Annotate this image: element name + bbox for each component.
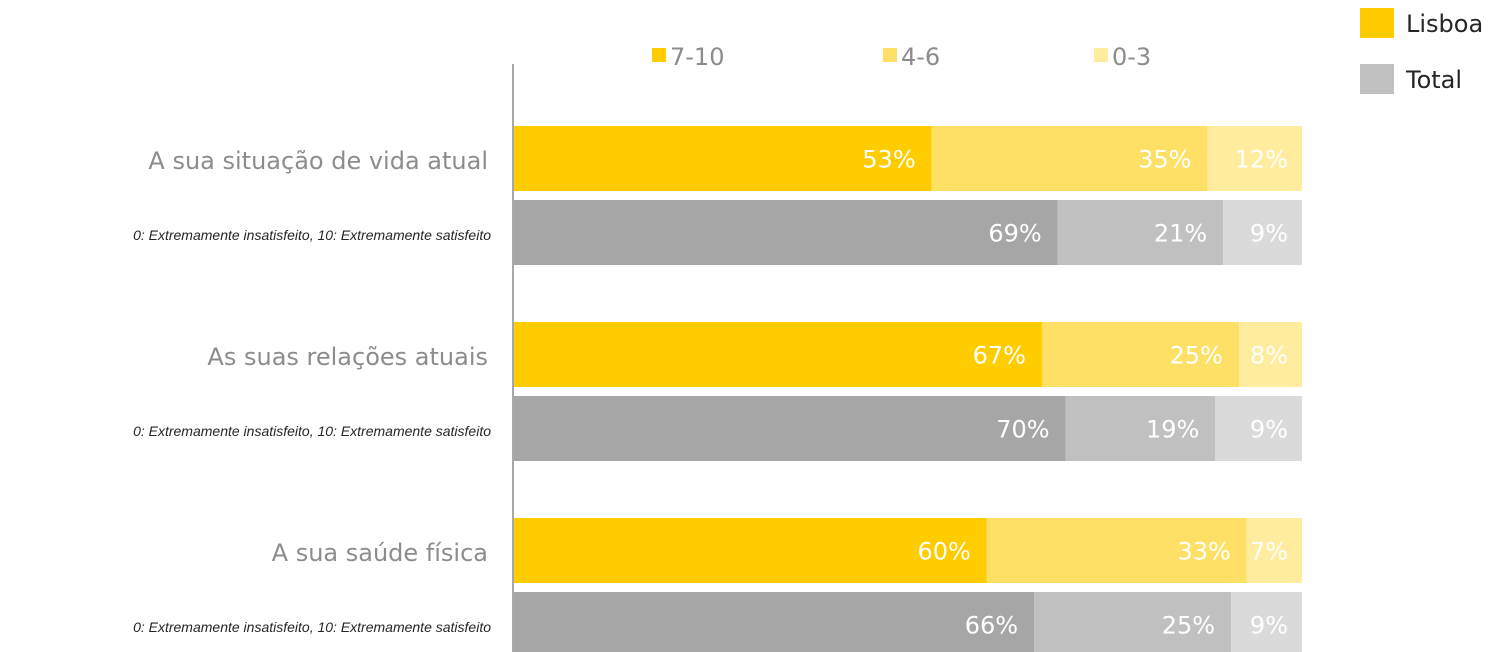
bar-lisboa-7-10	[514, 126, 932, 191]
legend-label-0-3: 0-3	[1112, 43, 1151, 71]
bar-lisboa-0-3	[1238, 322, 1302, 387]
data-label: 70%	[996, 416, 1049, 444]
data-label: 9%	[1250, 612, 1288, 640]
bar-total-0-3	[1223, 200, 1302, 265]
data-label: 8%	[1250, 342, 1288, 370]
bar-lisboa-7-10	[514, 518, 987, 583]
data-label: 19%	[1146, 416, 1199, 444]
category-sublabel: 0: Extremamente insatisfeito, 10: Extrem…	[133, 227, 491, 243]
data-label: 35%	[1138, 146, 1191, 174]
data-label: 69%	[988, 220, 1041, 248]
bar-total-4-6	[1057, 200, 1224, 265]
bar-total-4-6	[1034, 592, 1232, 652]
legend-swatch-4-6	[883, 48, 897, 62]
legend-label-lisboa: Lisboa	[1406, 10, 1483, 38]
bar-total-0-3	[1215, 396, 1302, 461]
data-label: 60%	[917, 538, 970, 566]
legend-swatch-lisboa	[1360, 8, 1394, 38]
data-label: 7%	[1250, 538, 1288, 566]
data-label: 9%	[1250, 220, 1288, 248]
bar-total-7-10	[514, 592, 1035, 652]
data-label: 67%	[973, 342, 1026, 370]
legend-swatch-7-10	[652, 48, 666, 62]
bar-lisboa-7-10	[514, 322, 1042, 387]
legend-label-4-6: 4-6	[901, 43, 940, 71]
bar-lisboa-4-6	[986, 518, 1247, 583]
bar-lisboa-0-3	[1246, 518, 1302, 583]
legend-label-7-10: 7-10	[670, 43, 724, 71]
data-label: 9%	[1250, 416, 1288, 444]
category-sublabel: 0: Extremamente insatisfeito, 10: Extrem…	[133, 619, 491, 635]
bar-total-0-3	[1231, 592, 1302, 652]
data-label: 25%	[1170, 342, 1223, 370]
data-label: 66%	[965, 612, 1018, 640]
category-sublabel: 0: Extremamente insatisfeito, 10: Extrem…	[133, 423, 491, 439]
legend-label-total: Total	[1405, 66, 1462, 94]
bar-total-7-10	[514, 396, 1066, 461]
bar-total-7-10	[514, 200, 1058, 265]
bar-lisboa-0-3	[1207, 126, 1302, 191]
category-label: A sua saúde física	[272, 539, 488, 567]
data-label: 25%	[1162, 612, 1215, 640]
legend-swatch-0-3	[1094, 48, 1108, 62]
data-label: 21%	[1154, 220, 1207, 248]
data-label: 53%	[862, 146, 915, 174]
bar-lisboa-4-6	[931, 126, 1208, 191]
data-label: 33%	[1177, 538, 1230, 566]
category-label: A sua situação de vida atual	[148, 147, 488, 175]
category-label: As suas relações atuais	[207, 343, 488, 371]
bar-lisboa-4-6	[1041, 322, 1239, 387]
data-label: 12%	[1235, 146, 1288, 174]
bar-total-4-6	[1065, 396, 1216, 461]
legend-swatch-total	[1360, 64, 1394, 94]
